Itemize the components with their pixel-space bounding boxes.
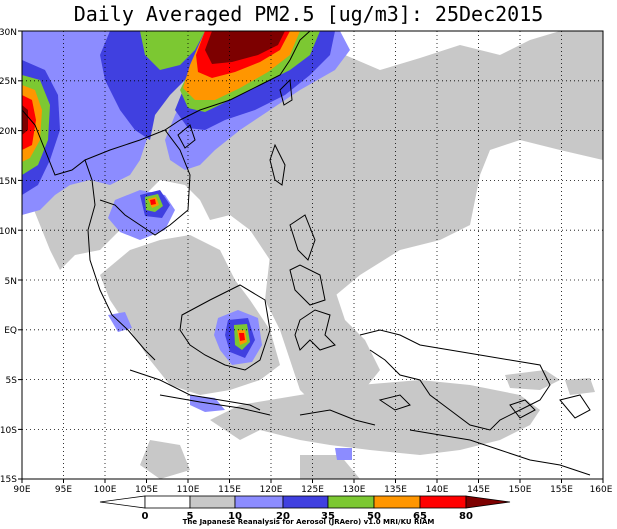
- colorbar-label-20: 20: [276, 511, 290, 522]
- lon-label-115e: 115E: [218, 485, 241, 495]
- lon-label-105e: 105E: [135, 485, 158, 495]
- lat-label-5n: 5N: [5, 277, 17, 287]
- lat-label-25n: 25N: [0, 77, 17, 87]
- colorbar-segment-0-5: [144, 495, 191, 509]
- lon-label-150e: 150E: [509, 485, 532, 495]
- lat-label-15n: 15N: [0, 177, 17, 187]
- colorbar-label-50: 50: [367, 511, 381, 522]
- colorbar-segment-10-20: [234, 495, 284, 509]
- lon-label-120e: 120E: [260, 485, 283, 495]
- lat-label-10s: 10S: [0, 426, 17, 436]
- coastlines: [22, 31, 591, 476]
- lon-label-95e: 95E: [55, 485, 72, 495]
- colorbar-label-10: 10: [228, 511, 242, 522]
- colorbar-labels: 0 5 10 20 35 50 65 80: [142, 511, 473, 522]
- lon-label-135e: 135E: [384, 485, 407, 495]
- lon-label-160e: 160E: [590, 485, 613, 495]
- colorbar-segment-20-35: [282, 495, 329, 509]
- lat-label-20n: 20N: [0, 127, 17, 137]
- lat-label-5s: 5S: [6, 376, 18, 386]
- colorbar-segment-under: [99, 495, 146, 509]
- colorbar-segment-50-65: [373, 495, 421, 509]
- lon-label-90e: 90E: [13, 485, 30, 495]
- lat-label-30n: 30N: [0, 28, 17, 38]
- lon-labels: 90E 95E 100E 105E 110E 115E 120E 125E 13…: [13, 485, 612, 495]
- lat-labels: 30N 25N 20N 15N 10N 5N EQ 5S 10S 15S: [0, 28, 17, 485]
- tick-marks: [18, 30, 604, 483]
- pm25-band-max: [22, 31, 285, 135]
- lon-label-100e: 100E: [94, 485, 117, 495]
- lon-label-155e: 155E: [550, 485, 573, 495]
- lon-label-140e: 140E: [426, 485, 449, 495]
- lat-label-15s: 15S: [0, 475, 17, 485]
- lon-label-145e: 145E: [467, 485, 490, 495]
- colorbar-label-65: 65: [413, 511, 427, 522]
- colorbar-label-35: 35: [321, 511, 335, 522]
- colorbar-label-80: 80: [459, 511, 473, 522]
- colorbar-label-0: 0: [142, 511, 149, 522]
- colorbar-segment-5-10: [189, 495, 236, 509]
- colorbar-segment-65-80: [419, 495, 467, 509]
- colorbar-segment-35-50: [327, 495, 375, 509]
- colorbar-label-5: 5: [187, 511, 194, 522]
- lon-label-125e: 125E: [301, 485, 324, 495]
- colorbar-segment-over: [465, 495, 511, 509]
- lat-label-eq: EQ: [4, 326, 17, 336]
- graticule: [22, 31, 603, 479]
- credit-line: The Japanese Reanalysis for Aerosol (JRA…: [182, 518, 435, 526]
- map-title: Daily Averaged PM2.5 [ug/m3]: 25Dec2015: [73, 2, 544, 26]
- lat-label-10n: 10N: [0, 227, 17, 237]
- lon-label-130e: 130E: [343, 485, 366, 495]
- colorbar: [99, 495, 511, 509]
- lon-label-110e: 110E: [177, 485, 200, 495]
